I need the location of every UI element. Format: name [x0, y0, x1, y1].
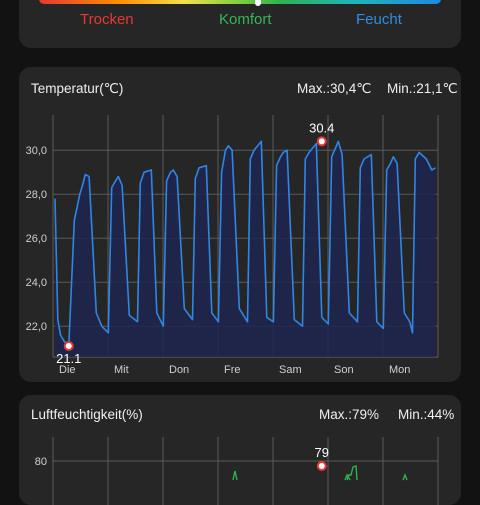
temperature-line: [54, 140, 437, 347]
y-tick-label: 80: [35, 456, 47, 468]
value-annotation: 21.1: [56, 351, 81, 366]
temperature-max: Max.:30,4℃: [297, 81, 372, 96]
temperature-card: Temperatur(℃) Max.:30,4℃ Min.:21,1℃ 22,0…: [19, 67, 461, 382]
humidity-card: Luftfeuchtigkeit(%) Max.:79% Min.:44% 80…: [19, 395, 461, 505]
humidity-chart: 80 79: [35, 437, 439, 505]
humidity-line-fragment: [232, 470, 238, 481]
humidity-line-fragment: [346, 465, 358, 481]
comfort-indicator: [255, 0, 261, 6]
y-tick-label: 24,0: [26, 277, 47, 289]
x-tick-label: Don: [169, 364, 189, 376]
humidity-line-fragment: [344, 473, 351, 481]
data-point-marker: [316, 136, 327, 147]
temperature-min: Min.:21,1℃: [387, 81, 458, 96]
temperature-chart: 22,0 24,0 26,0 28,0 30,0 Die Mit Don Fre Sam Son Mo…: [26, 115, 439, 376]
value-annotation: 30.4: [309, 120, 334, 135]
y-tick-label: 26,0: [26, 233, 47, 245]
temperature-area: [55, 141, 436, 357]
humid-label: Feucht: [356, 11, 402, 28]
x-tick-label: Mon: [389, 364, 410, 376]
data-point-marker: [316, 461, 327, 471]
humidity-max: Max.:79%: [319, 407, 380, 422]
y-tick-label: 30,0: [26, 145, 47, 157]
humidity-title: Luftfeuchtigkeit(%): [31, 407, 143, 422]
humidity-min: Min.:44%: [398, 407, 455, 422]
y-tick-label: 28,0: [26, 189, 47, 201]
x-tick-label: Sam: [279, 364, 302, 376]
temperature-title: Temperatur(℃): [31, 81, 124, 96]
y-tick-label: 22,0: [26, 321, 47, 333]
value-annotation: 79: [315, 445, 329, 460]
x-tick-label: Fre: [224, 364, 241, 376]
humidity-line-fragment: [402, 473, 408, 481]
x-tick-label: Mit: [114, 364, 129, 376]
comfort-scale-card: Trocken Komfort Feucht: [19, 0, 461, 48]
data-point-marker: [63, 341, 74, 351]
dry-label: Trocken: [80, 11, 134, 28]
comfort-label: Komfort: [219, 11, 272, 28]
comfort-gradient-bar: [39, 0, 441, 4]
x-tick-label: Son: [334, 364, 354, 376]
x-tick-label: Die: [59, 364, 76, 376]
